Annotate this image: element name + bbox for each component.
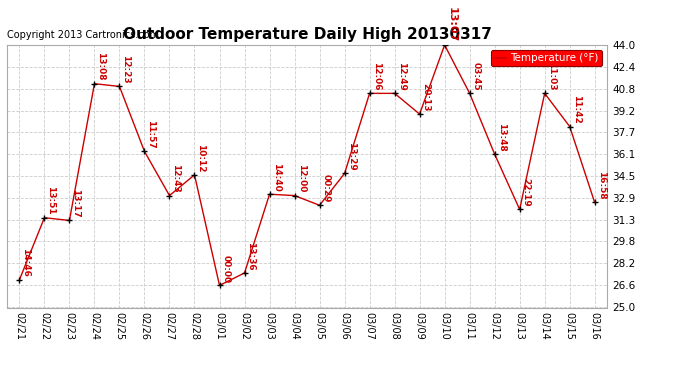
Text: 12:06: 12:06 [372, 62, 381, 91]
Legend: Temperature (°F): Temperature (°F) [491, 50, 602, 66]
Text: 13:29: 13:29 [346, 142, 355, 171]
Text: 03:45: 03:45 [472, 62, 481, 91]
Text: 14:46: 14:46 [21, 248, 30, 277]
Text: 14:40: 14:40 [272, 163, 281, 192]
Text: 13:17: 13:17 [72, 189, 81, 218]
Text: 13:07: 13:07 [446, 7, 457, 42]
Text: Copyright 2013 Cartronics.com: Copyright 2013 Cartronics.com [7, 30, 159, 40]
Text: 12:23: 12:23 [121, 55, 130, 84]
Text: 13:51: 13:51 [46, 186, 55, 215]
Text: 20:13: 20:13 [422, 83, 431, 111]
Text: 22:19: 22:19 [522, 178, 531, 207]
Text: 11:03: 11:03 [546, 62, 555, 91]
Text: 10:12: 10:12 [197, 144, 206, 172]
Text: 13:48: 13:48 [497, 123, 506, 152]
Text: 12:43: 12:43 [172, 164, 181, 193]
Text: 11:57: 11:57 [146, 120, 155, 148]
Text: 11:42: 11:42 [572, 95, 581, 124]
Title: Outdoor Temperature Daily High 20130317: Outdoor Temperature Daily High 20130317 [123, 27, 491, 42]
Text: 00:00: 00:00 [221, 255, 230, 283]
Text: 12:00: 12:00 [297, 165, 306, 193]
Text: 13:36: 13:36 [246, 242, 255, 270]
Text: 12:49: 12:49 [397, 62, 406, 91]
Text: 13:08: 13:08 [97, 53, 106, 81]
Text: 00:29: 00:29 [322, 174, 331, 202]
Text: 16:58: 16:58 [597, 171, 606, 200]
